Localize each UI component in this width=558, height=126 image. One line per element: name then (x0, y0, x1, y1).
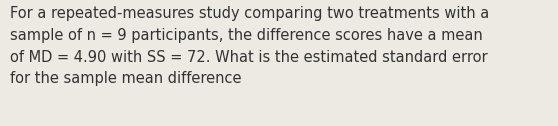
Text: For a repeated-measures study comparing two treatments with a
sample of n = 9 pa: For a repeated-measures study comparing … (10, 6, 489, 86)
